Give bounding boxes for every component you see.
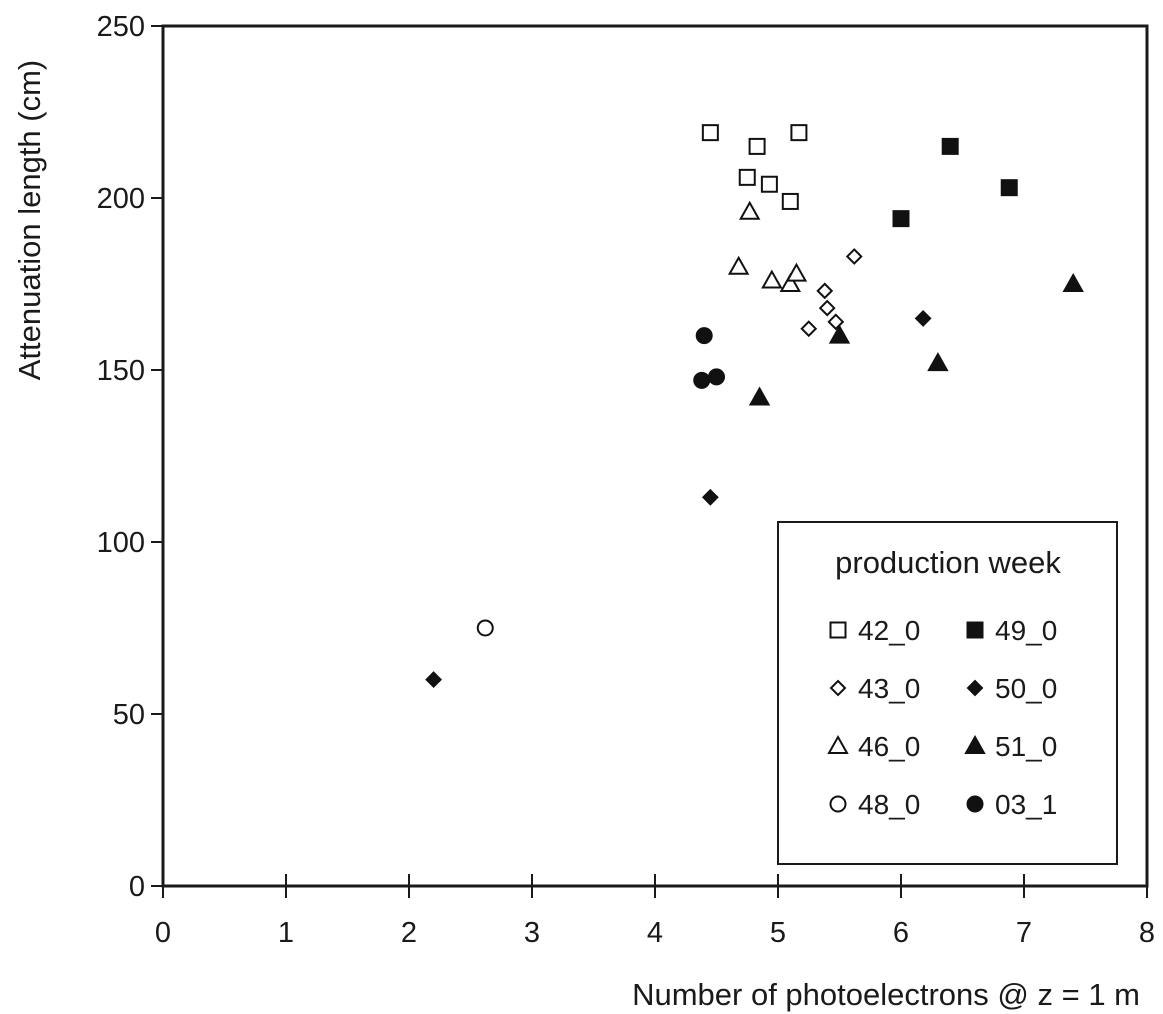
- legend-title: production week: [835, 545, 1061, 580]
- legend-marker-circle: [966, 795, 984, 813]
- x-axis-ticks: 0 1 2 3 4 5 6 7 8: [155, 874, 1155, 949]
- legend-label: 50_0: [995, 673, 1057, 704]
- legend-label: 03_1: [995, 789, 1057, 820]
- point-square-open: [781, 192, 799, 210]
- point-diamond-open: [818, 299, 836, 317]
- legend-label: 46_0: [858, 731, 920, 762]
- x-tick-label: 2: [401, 917, 417, 949]
- point-triangle-filled: [828, 324, 851, 344]
- point-square-filled: [941, 137, 959, 155]
- point-triangle-open: [727, 255, 750, 275]
- x-tick-label: 7: [1016, 917, 1032, 949]
- point-square-open: [701, 124, 719, 142]
- point-square-open: [748, 137, 766, 155]
- point-diamond-filled: [425, 671, 443, 689]
- legend-label: 43_0: [858, 673, 920, 704]
- point-triangle-filled: [1062, 272, 1084, 292]
- legend-marker-diamond: [966, 679, 984, 697]
- point-circle-filled: [708, 368, 725, 386]
- legend-marker-square: [966, 621, 984, 639]
- legend-marker-triangle: [964, 734, 986, 754]
- data-points: [425, 124, 1084, 689]
- point-diamond-filled: [701, 488, 719, 506]
- y-tick-label: 100: [97, 527, 145, 559]
- point-circle-filled: [695, 327, 713, 345]
- x-tick-label: 0: [155, 917, 171, 949]
- y-tick-label: 0: [129, 871, 145, 903]
- point-circle-filled: [693, 371, 711, 389]
- legend-marker-diamond: [829, 679, 847, 697]
- point-square-open: [790, 124, 808, 142]
- x-axis-title: Number of photoelectrons @ z = 1 m: [632, 977, 1140, 1012]
- y-tick-label: 250: [97, 11, 145, 43]
- legend-marker-square: [829, 621, 847, 639]
- y-tick-label: 50: [113, 699, 145, 731]
- point-square-open: [738, 168, 756, 186]
- x-tick-label: 1: [278, 917, 294, 949]
- point-diamond-filled: [914, 309, 932, 327]
- point-diamond-open: [800, 320, 818, 338]
- x-tick-label: 5: [770, 917, 786, 949]
- point-triangle-open: [739, 200, 761, 220]
- point-square-open: [760, 175, 778, 193]
- point-triangle-open: [785, 262, 808, 282]
- legend-label: 49_0: [995, 615, 1057, 646]
- legend-marker-circle: [829, 795, 847, 813]
- point-triangle-open: [761, 269, 783, 289]
- legend-items: 42_0 49_0 43_0 50_0 46_0 51_0 48_0 03_1: [827, 615, 1057, 820]
- point-triangle-open: [779, 272, 802, 292]
- x-tick-label: 3: [524, 917, 540, 949]
- legend: production week 42_0 49_0 43_0 50_0 46_0 51_0…: [777, 521, 1118, 865]
- y-tick-label: 200: [97, 183, 145, 215]
- x-tick-label: 6: [893, 917, 909, 949]
- x-tick-label: 8: [1139, 917, 1155, 949]
- y-tick-label: 150: [97, 355, 145, 387]
- legend-label: 48_0: [858, 789, 920, 820]
- point-triangle-filled: [927, 352, 949, 372]
- y-axis-title: Attenuation length (cm): [12, 60, 47, 381]
- point-square-filled: [1000, 179, 1018, 197]
- point-diamond-open: [845, 248, 863, 265]
- point-triangle-filled: [748, 386, 771, 406]
- legend-marker-triangle: [827, 734, 849, 754]
- legend-label: 51_0: [995, 731, 1057, 762]
- point-circle-open: [476, 619, 494, 637]
- point-diamond-open: [816, 282, 834, 300]
- legend-label: 42_0: [858, 615, 920, 646]
- x-tick-label: 4: [647, 917, 663, 949]
- y-axis-ticks: 0 50 100 150 200 250: [97, 11, 163, 903]
- point-square-filled: [892, 210, 910, 228]
